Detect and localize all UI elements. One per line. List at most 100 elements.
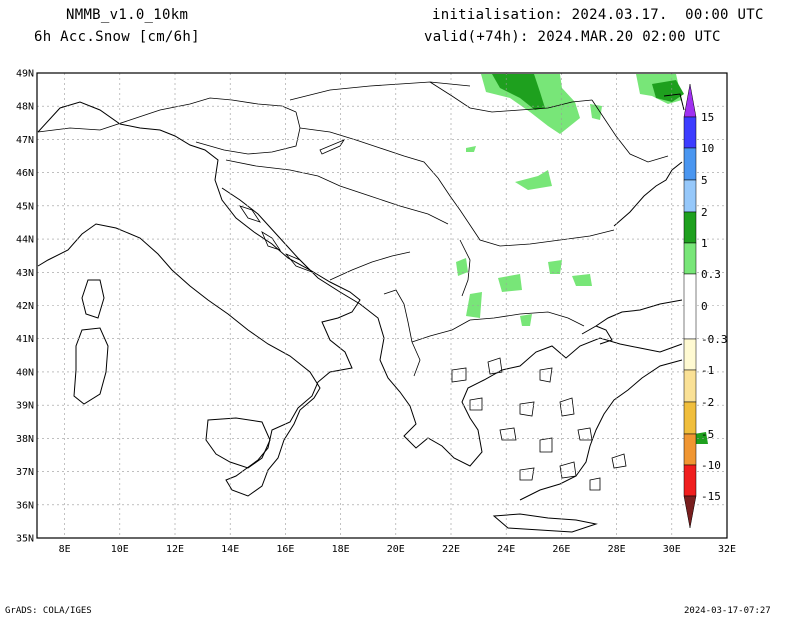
serbia-romania [437,177,469,223]
snow-patch-bulgaria-3 [572,274,592,286]
lat-tick-label: 42N [16,301,34,312]
lat-tick-label: 46N [16,168,34,179]
romania-moldova [591,99,669,163]
lat-tick-label: 49N [16,69,34,80]
colorbar-label: -1 [701,364,714,377]
italy-coast [37,101,361,497]
colorbar-label: -5 [701,428,714,441]
colorbar-zero-band [683,273,697,340]
lon-tick-label: 12E [166,544,184,555]
colorbar-neg-10 [683,464,697,497]
lon-tick-label: 10E [111,544,129,555]
colorbar-label: 10 [701,142,714,155]
lon-tick-label: 30E [663,544,681,555]
lon-tick-label: 32E [718,544,736,555]
lat-tick-label: 44N [16,235,34,246]
init-time: initialisation: 2024.03.17. 00:00 UTC [432,7,764,23]
lat-tick-label: 39N [16,401,34,412]
lon-tick-label: 26E [552,544,570,555]
greece-north [411,341,421,377]
timestamp: 2024-03-17-07:27 [684,606,771,616]
colorbar-label: -15 [701,490,721,503]
crete [492,513,598,533]
colorbar-label: -10 [701,459,721,472]
snow-patch-bulgaria-2 [548,260,562,274]
lat-tick-label: 43N [16,268,34,279]
valid-time: valid(+74h): 2024.MAR.20 02:00 UTC [424,29,721,45]
lon-axis: 8E 10E 12E 14E 16E 18E 20E 22E 24E 26E 28E 30E 32E [59,544,736,555]
romania-bulgaria [467,221,615,247]
colorbar-label: 5 [701,174,708,187]
lat-tick-label: 40N [16,367,34,378]
lon-tick-label: 20E [387,544,405,555]
map-frame [36,72,728,539]
grads-credit: GrADS: COLA/IGES [5,606,92,616]
ukraine-romania [429,81,593,113]
istanbul-strait [595,325,613,345]
colorbar: 15 10 5 2 1 0.3 0 -0.3 -1 -2 -5 -10 -15 [683,83,728,529]
model-title: NMMB_v1.0_10km [66,7,189,23]
colorbar-neg-03 [683,338,697,371]
serbia-bulgaria [459,239,471,297]
colorbar-label: 1 [701,237,708,250]
colorbar-labels: 15 10 5 2 1 0.3 0 -0.3 -1 -2 -5 -10 -15 [701,111,728,503]
snow-patch-macedonia [466,292,482,318]
lon-tick-label: 28E [608,544,626,555]
slovakia-poland [289,81,471,101]
sicily [205,417,271,469]
colorbar-label: 0 [701,300,708,313]
aegean-islands [239,139,627,491]
colorbar-label: -2 [701,396,714,409]
colorbar-label: 0.3 [701,268,721,281]
croatia-bosnia [225,159,449,225]
sardinia [73,327,109,405]
snow-patches [456,74,708,444]
snow-patch-greece-n [520,314,532,326]
colorbar-1-2 [683,211,697,244]
lat-tick-label: 37N [16,467,34,478]
albania [383,289,413,343]
austria-hungary [195,111,301,155]
lat-tick-label: 48N [16,102,34,113]
colorbar-neg-1 [683,369,697,403]
colorbar-03-1 [683,242,697,275]
lon-tick-label: 24E [497,544,515,555]
macedonia [411,319,471,343]
borders [37,81,669,377]
colorbar-10-15 [683,116,697,149]
aegean-east [519,359,683,501]
lat-gridlines [37,105,727,506]
colorbar-5-10 [683,147,697,181]
coastlines [37,93,685,533]
snow-patch-east-dark [652,80,684,102]
snow-patch-romania-2 [466,146,476,152]
colorbar-neg-2 [683,401,697,435]
lat-tick-label: 47N [16,135,34,146]
hungary-romania [299,127,439,179]
lon-tick-label: 8E [59,544,71,555]
snow-patch-romania-1 [515,170,552,190]
lon-tick-label: 22E [442,544,460,555]
lat-tick-label: 36N [16,500,34,511]
snow-patch-bulgaria-1 [498,274,522,292]
crimea-top [663,93,685,111]
lat-tick-label: 38N [16,434,34,445]
bosnia-montenegro [329,251,411,281]
lon-tick-label: 14E [221,544,239,555]
field-title: 6h Acc.Snow [cm/6h] [34,29,200,45]
colorbar-label: 15 [701,111,714,124]
colorbar-label: 2 [701,206,708,219]
lon-tick-label: 16E [276,544,294,555]
colorbar-2-5 [683,179,697,213]
lon-tick-label: 18E [332,544,350,555]
colorbar-bottom-arrow [683,495,697,529]
corsica [81,279,105,319]
colorbar-label: -0.3 [701,333,728,346]
balkan-coast [221,187,683,467]
colorbar-top-arrow [683,83,697,118]
colorbar-neg-5 [683,433,697,466]
lat-tick-label: 41N [16,334,34,345]
snow-patch-serbia [456,258,468,276]
bulgaria-greece [469,311,585,327]
